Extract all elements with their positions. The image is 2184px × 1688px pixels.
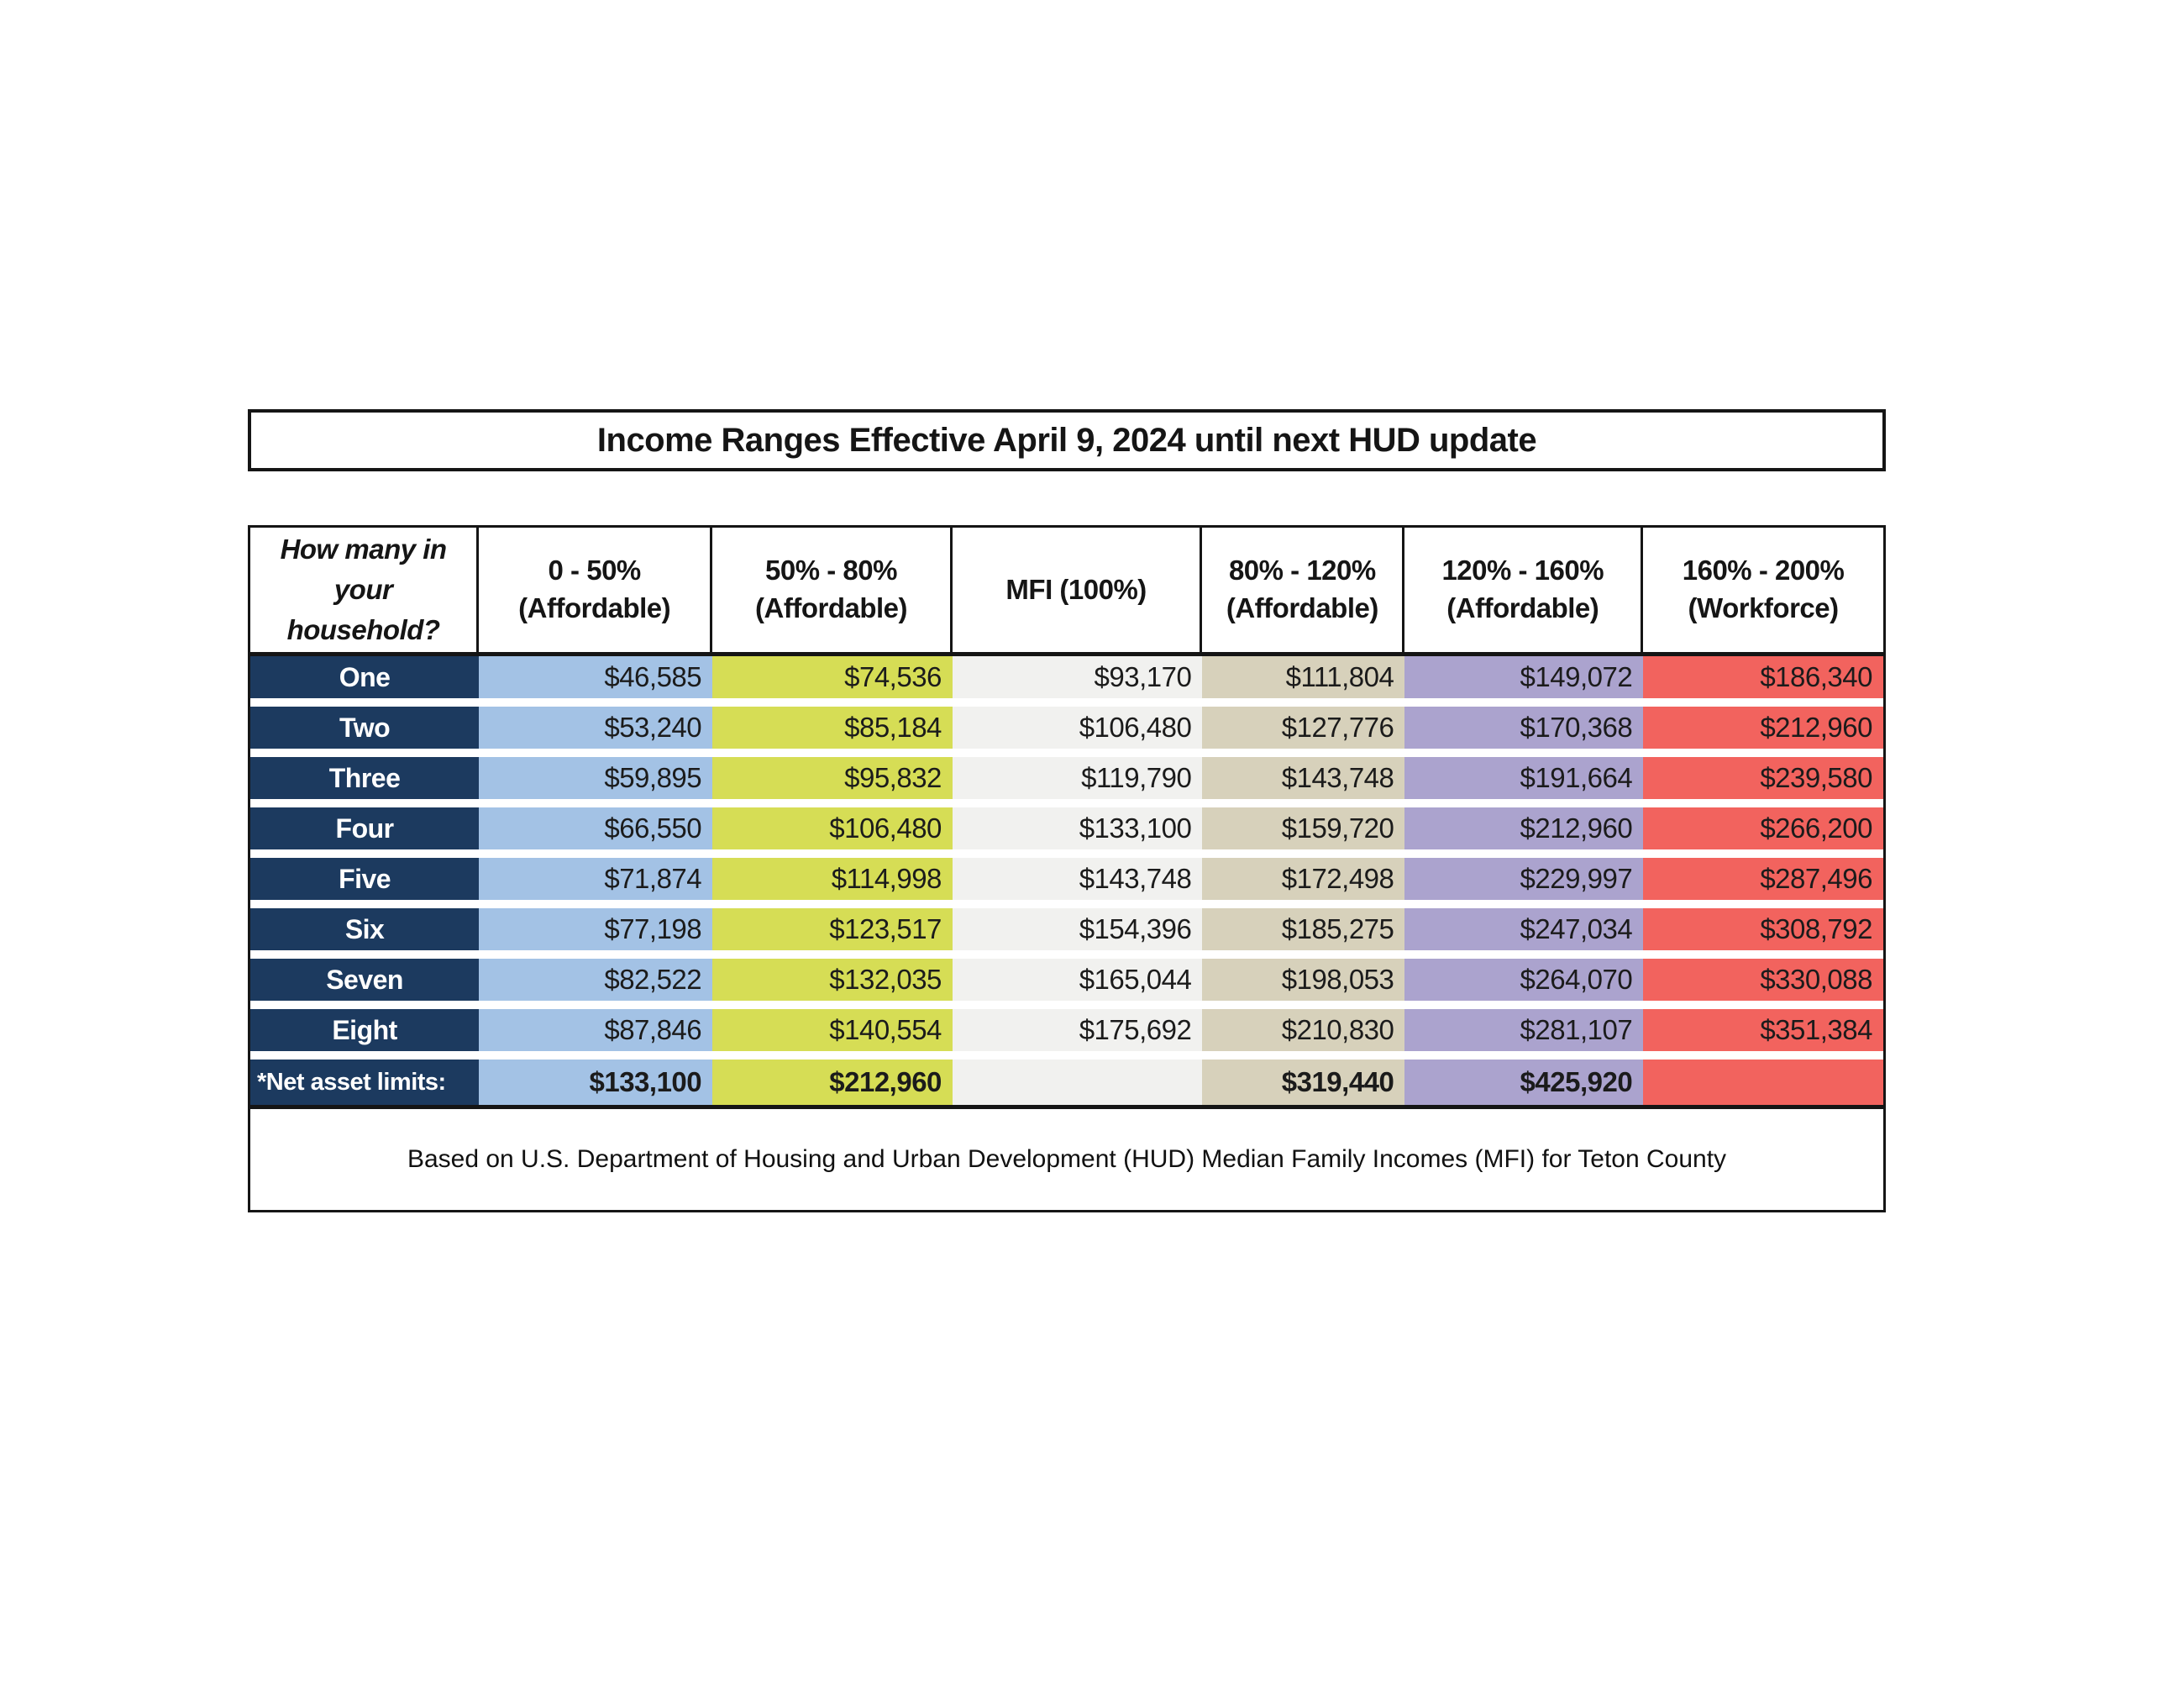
- income-cell: $114,998: [712, 858, 953, 900]
- income-cell: $266,200: [1643, 807, 1883, 849]
- income-cell: $185,275: [1202, 908, 1405, 950]
- header-range: MFI (100%): [1005, 573, 1147, 605]
- household-size-cell: Seven: [250, 959, 480, 1001]
- income-cell: $191,664: [1404, 757, 1644, 799]
- income-cell: $87,846: [479, 1009, 713, 1051]
- table-row-six: Six $77,198 $123,517 $154,396 $185,275 $…: [250, 908, 1883, 950]
- net-asset-cell: $425,920: [1404, 1060, 1644, 1105]
- income-ranges-sheet: Income Ranges Effective April 9, 2024 un…: [248, 409, 1886, 1212]
- table-header-row: How many in your household? 0 - 50% (Aff…: [250, 528, 1883, 656]
- household-size-cell: Five: [250, 858, 480, 900]
- household-size-cell: Three: [250, 757, 480, 799]
- income-table: How many in your household? 0 - 50% (Aff…: [248, 525, 1886, 1212]
- income-cell: $77,198: [479, 908, 713, 950]
- table-row-four: Four $66,550 $106,480 $133,100 $159,720 …: [250, 807, 1883, 849]
- table-row-one: One $46,585 $74,536 $93,170 $111,804 $14…: [250, 656, 1883, 698]
- income-cell: $143,748: [1202, 757, 1405, 799]
- net-asset-cell: $212,960: [712, 1060, 953, 1105]
- header-120-160: 120% - 160% (Affordable): [1404, 528, 1644, 652]
- income-cell: $264,070: [1404, 959, 1644, 1001]
- income-cell: $287,496: [1643, 858, 1883, 900]
- income-cell: $53,240: [479, 707, 713, 749]
- income-cell: $95,832: [712, 757, 953, 799]
- income-cell: $175,692: [952, 1009, 1203, 1051]
- header-household-size: How many in your household?: [250, 528, 480, 652]
- header-80-120: 80% - 120% (Affordable): [1202, 528, 1405, 652]
- income-cell: $111,804: [1202, 656, 1405, 698]
- header-category: (Affordable): [518, 592, 671, 623]
- header-range: 0 - 50%: [548, 555, 642, 586]
- header-50-80: 50% - 80% (Affordable): [712, 528, 953, 652]
- income-cell: $119,790: [952, 757, 1203, 799]
- household-size-cell: Six: [250, 908, 480, 950]
- income-cell: $308,792: [1643, 908, 1883, 950]
- header-category: (Affordable): [1446, 592, 1599, 623]
- income-cell: $170,368: [1404, 707, 1644, 749]
- income-cell: $149,072: [1404, 656, 1644, 698]
- income-cell: $143,748: [952, 858, 1203, 900]
- income-cell: $71,874: [479, 858, 713, 900]
- income-cell: $229,997: [1404, 858, 1644, 900]
- income-cell: $85,184: [712, 707, 953, 749]
- income-cell: $66,550: [479, 807, 713, 849]
- net-asset-cell: $319,440: [1202, 1060, 1405, 1105]
- table-body: One $46,585 $74,536 $93,170 $111,804 $14…: [250, 656, 1883, 1109]
- income-cell: $140,554: [712, 1009, 953, 1051]
- income-cell: $93,170: [952, 656, 1203, 698]
- table-row-eight: Eight $87,846 $140,554 $175,692 $210,830…: [250, 1009, 1883, 1051]
- income-cell: $212,960: [1643, 707, 1883, 749]
- header-mfi: MFI (100%): [952, 528, 1203, 652]
- income-cell: $239,580: [1643, 757, 1883, 799]
- income-cell: $133,100: [952, 807, 1203, 849]
- income-cell: $127,776: [1202, 707, 1405, 749]
- header-category: (Affordable): [755, 592, 908, 623]
- household-size-cell: Eight: [250, 1009, 480, 1051]
- header-range: 50% - 80%: [765, 555, 897, 586]
- income-cell: $351,384: [1643, 1009, 1883, 1051]
- table-row-three: Three $59,895 $95,832 $119,790 $143,748 …: [250, 757, 1883, 799]
- header-0-50: 0 - 50% (Affordable): [479, 528, 713, 652]
- income-cell: $123,517: [712, 908, 953, 950]
- income-cell: $74,536: [712, 656, 953, 698]
- table-row-seven: Seven $82,522 $132,035 $165,044 $198,053…: [250, 959, 1883, 1001]
- net-asset-cell: [952, 1060, 1203, 1105]
- table-row-five: Five $71,874 $114,998 $143,748 $172,498 …: [250, 858, 1883, 900]
- income-cell: $106,480: [712, 807, 953, 849]
- header-range: 160% - 200%: [1682, 555, 1845, 586]
- table-row-two: Two $53,240 $85,184 $106,480 $127,776 $1…: [250, 707, 1883, 749]
- income-cell: $165,044: [952, 959, 1203, 1001]
- household-size-cell: Two: [250, 707, 480, 749]
- footnote: Based on U.S. Department of Housing and …: [407, 1145, 1727, 1173]
- income-cell: $172,498: [1202, 858, 1405, 900]
- income-cell: $330,088: [1643, 959, 1883, 1001]
- net-asset-cell: [1643, 1060, 1883, 1105]
- income-cell: $132,035: [712, 959, 953, 1001]
- household-size-cell: Four: [250, 807, 480, 849]
- income-cell: $281,107: [1404, 1009, 1644, 1051]
- title-box: Income Ranges Effective April 9, 2024 un…: [248, 409, 1886, 471]
- net-asset-limits-label: *Net asset limits:: [250, 1060, 480, 1105]
- header-range: 80% - 120%: [1228, 555, 1376, 586]
- income-cell: $186,340: [1643, 656, 1883, 698]
- income-cell: $159,720: [1202, 807, 1405, 849]
- income-cell: $46,585: [479, 656, 713, 698]
- page-title: Income Ranges Effective April 9, 2024 un…: [596, 421, 1537, 459]
- income-cell: $247,034: [1404, 908, 1644, 950]
- income-cell: $106,480: [952, 707, 1203, 749]
- income-cell: $198,053: [1202, 959, 1405, 1001]
- header-category: (Affordable): [1226, 592, 1378, 623]
- income-cell: $59,895: [479, 757, 713, 799]
- income-cell: $210,830: [1202, 1009, 1405, 1051]
- net-asset-cell: $133,100: [479, 1060, 713, 1105]
- header-category: (Workforce): [1688, 592, 1840, 623]
- income-cell: $82,522: [479, 959, 713, 1001]
- header-range: 120% - 160%: [1441, 555, 1604, 586]
- header-160-200: 160% - 200% (Workforce): [1643, 528, 1883, 652]
- income-cell: $212,960: [1404, 807, 1644, 849]
- income-cell: $154,396: [952, 908, 1203, 950]
- net-asset-limits-row: *Net asset limits: $133,100 $212,960 $31…: [250, 1060, 1883, 1105]
- household-size-cell: One: [250, 656, 480, 698]
- footnote-area: Based on U.S. Department of Housing and …: [250, 1109, 1883, 1210]
